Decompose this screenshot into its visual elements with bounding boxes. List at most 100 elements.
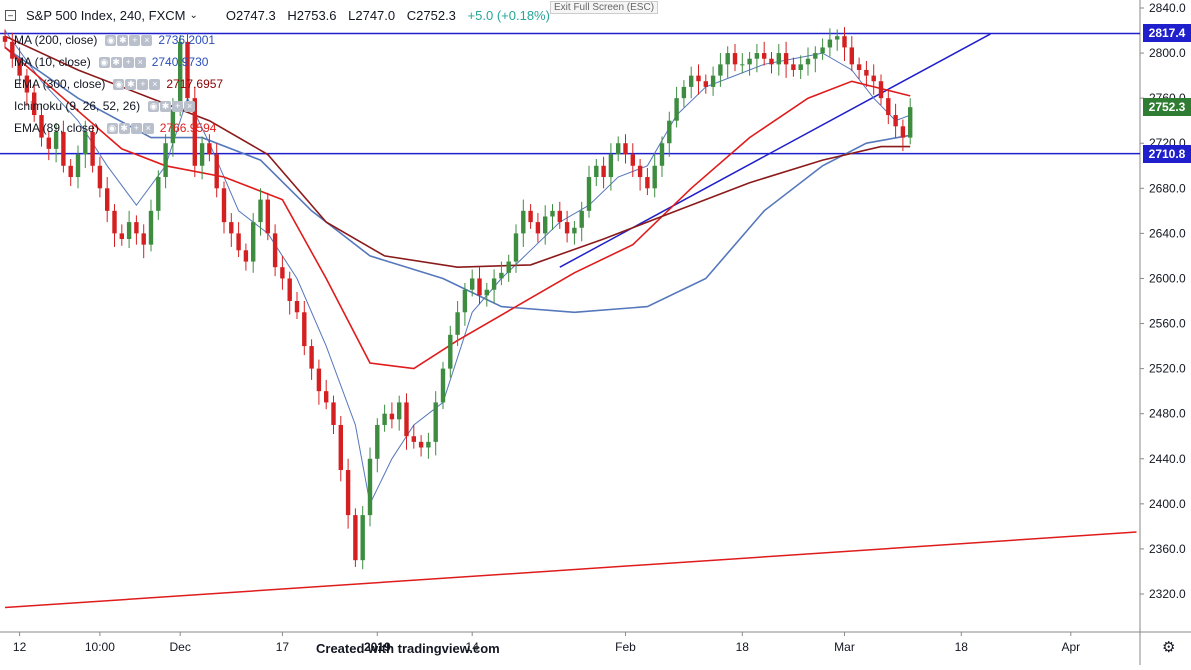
candle-body: [754, 53, 760, 59]
series-line: [4, 46, 911, 370]
plus-icon: +: [172, 100, 184, 112]
candle-body: [280, 267, 285, 279]
chevron-down-icon[interactable]: ⌄: [189, 9, 198, 21]
candle-body: [564, 222, 570, 234]
legend-controls[interactable]: ◉ ✱ + ×: [148, 100, 196, 112]
candle-body: [740, 64, 745, 66]
change-value: +5.0 (+0.18%): [467, 7, 550, 23]
candle-body: [272, 233, 278, 268]
plus-icon: +: [137, 78, 149, 90]
candle-body: [294, 301, 300, 313]
candle-body: [601, 165, 606, 178]
candle-body: [440, 368, 446, 403]
candle-body: [732, 53, 738, 65]
candle-body: [783, 53, 789, 65]
gear-icon: ✱: [125, 78, 137, 90]
candle-body: [470, 278, 475, 290]
candle-body: [696, 75, 701, 82]
candle-body: [24, 75, 30, 93]
candle-body: [477, 278, 482, 296]
candle-body: [53, 131, 59, 149]
footer-credit: Created with tradingview.com: [316, 641, 500, 656]
candle-body: [90, 131, 95, 166]
candle-body: [418, 441, 424, 448]
candle-body: [112, 210, 117, 234]
candle-body: [119, 233, 124, 240]
legend-controls[interactable]: ◉ ✱ + ×: [113, 78, 161, 90]
candle-body: [163, 143, 168, 178]
plus-icon: +: [130, 122, 142, 134]
close-icon: ×: [149, 78, 161, 90]
candle-body: [243, 250, 249, 262]
x-tick-label: Feb: [615, 640, 636, 654]
close-icon: ×: [141, 34, 153, 46]
candle-body: [178, 41, 183, 110]
candle-body: [747, 58, 752, 65]
y-tick-label: 2520.0: [1149, 362, 1186, 376]
candle-body: [46, 137, 51, 149]
candle-body: [674, 98, 679, 121]
legend-label: EMA (300, close): [14, 77, 106, 91]
x-tick-label: 12: [13, 640, 27, 654]
legend-label: MA (10, close): [14, 55, 91, 69]
legend-controls[interactable]: ◉ ✱ + ×: [106, 122, 154, 134]
candle-body: [32, 92, 37, 116]
candle-body: [105, 188, 110, 211]
candle-body: [97, 165, 103, 189]
candle-body: [229, 222, 234, 234]
minus-box-icon[interactable]: –: [5, 10, 16, 21]
candle-body: [75, 154, 81, 178]
candle-body: [251, 222, 256, 262]
legend-ema300[interactable]: EMA (300, close) ◉ ✱ + × 2717.6957: [0, 77, 223, 91]
candle-body: [265, 199, 270, 234]
high-value: H2753.6: [287, 7, 337, 23]
candle-body: [61, 131, 66, 166]
candle-body: [908, 107, 913, 138]
candle-body: [842, 36, 847, 48]
candle-body: [798, 64, 803, 70]
legend-value: 2740.9730: [151, 55, 209, 69]
x-tick-label: 10:00: [85, 640, 115, 654]
candle-body: [338, 424, 343, 471]
candle-body: [309, 346, 314, 369]
candle-body: [769, 58, 774, 65]
candle-body: [382, 413, 387, 425]
trend-line: [4, 531, 1137, 609]
candle-body: [367, 458, 373, 516]
legend-controls[interactable]: ◉ ✱ + ×: [98, 56, 146, 68]
legend-controls[interactable]: ◉ ✱ + ×: [105, 34, 153, 46]
candle-body: [375, 424, 380, 459]
y-tick-label: 2600.0: [1149, 271, 1186, 285]
candle-body: [433, 402, 438, 442]
candle-body: [893, 115, 898, 127]
legend-ma200[interactable]: MA (200, close) ◉ ✱ + × 2736.2001: [0, 33, 215, 47]
candle-body: [39, 115, 44, 138]
candle-body: [287, 278, 292, 301]
eye-icon: ◉: [98, 56, 110, 68]
legend-ma10[interactable]: MA (10, close) ◉ ✱ + × 2740.9730: [0, 55, 208, 69]
candle-body: [616, 143, 621, 155]
candle-body: [535, 222, 541, 234]
exit-fullscreen-button[interactable]: Exit Full Screen (ESC): [550, 1, 659, 14]
ohlc-values: O2747.3 H2753.6 L2747.0 C2752.3 +5.0 (+0…: [226, 8, 558, 23]
candle-body: [126, 222, 132, 240]
candle-body: [491, 278, 497, 290]
candle-body: [221, 188, 227, 223]
x-tick-label: 18: [736, 640, 750, 654]
legend-value: 2766.9594: [159, 121, 217, 135]
x-tick-label: 17: [276, 640, 290, 654]
gear-icon[interactable]: ⚙: [1162, 639, 1175, 656]
candle-body: [878, 81, 884, 99]
symbol-title[interactable]: S&P 500 Index, 240, FXCM: [26, 7, 186, 23]
x-tick-label: Apr: [1061, 640, 1080, 654]
candle-body: [835, 36, 840, 40]
x-tick-label: 14: [466, 640, 480, 654]
candle-body: [513, 233, 519, 262]
legend-ema89[interactable]: EMA (89, close) ◉ ✱ + × 2766.9594: [0, 121, 216, 135]
candle-body: [170, 109, 176, 144]
legend-ichimoku[interactable]: Ichimoku (9, 26, 52, 26) ◉ ✱ + ×: [0, 99, 201, 113]
candle-body: [192, 98, 197, 166]
x-tick-label: Dec: [170, 640, 191, 654]
y-tick-label: 2560.0: [1149, 317, 1186, 331]
candle-body: [630, 154, 635, 166]
